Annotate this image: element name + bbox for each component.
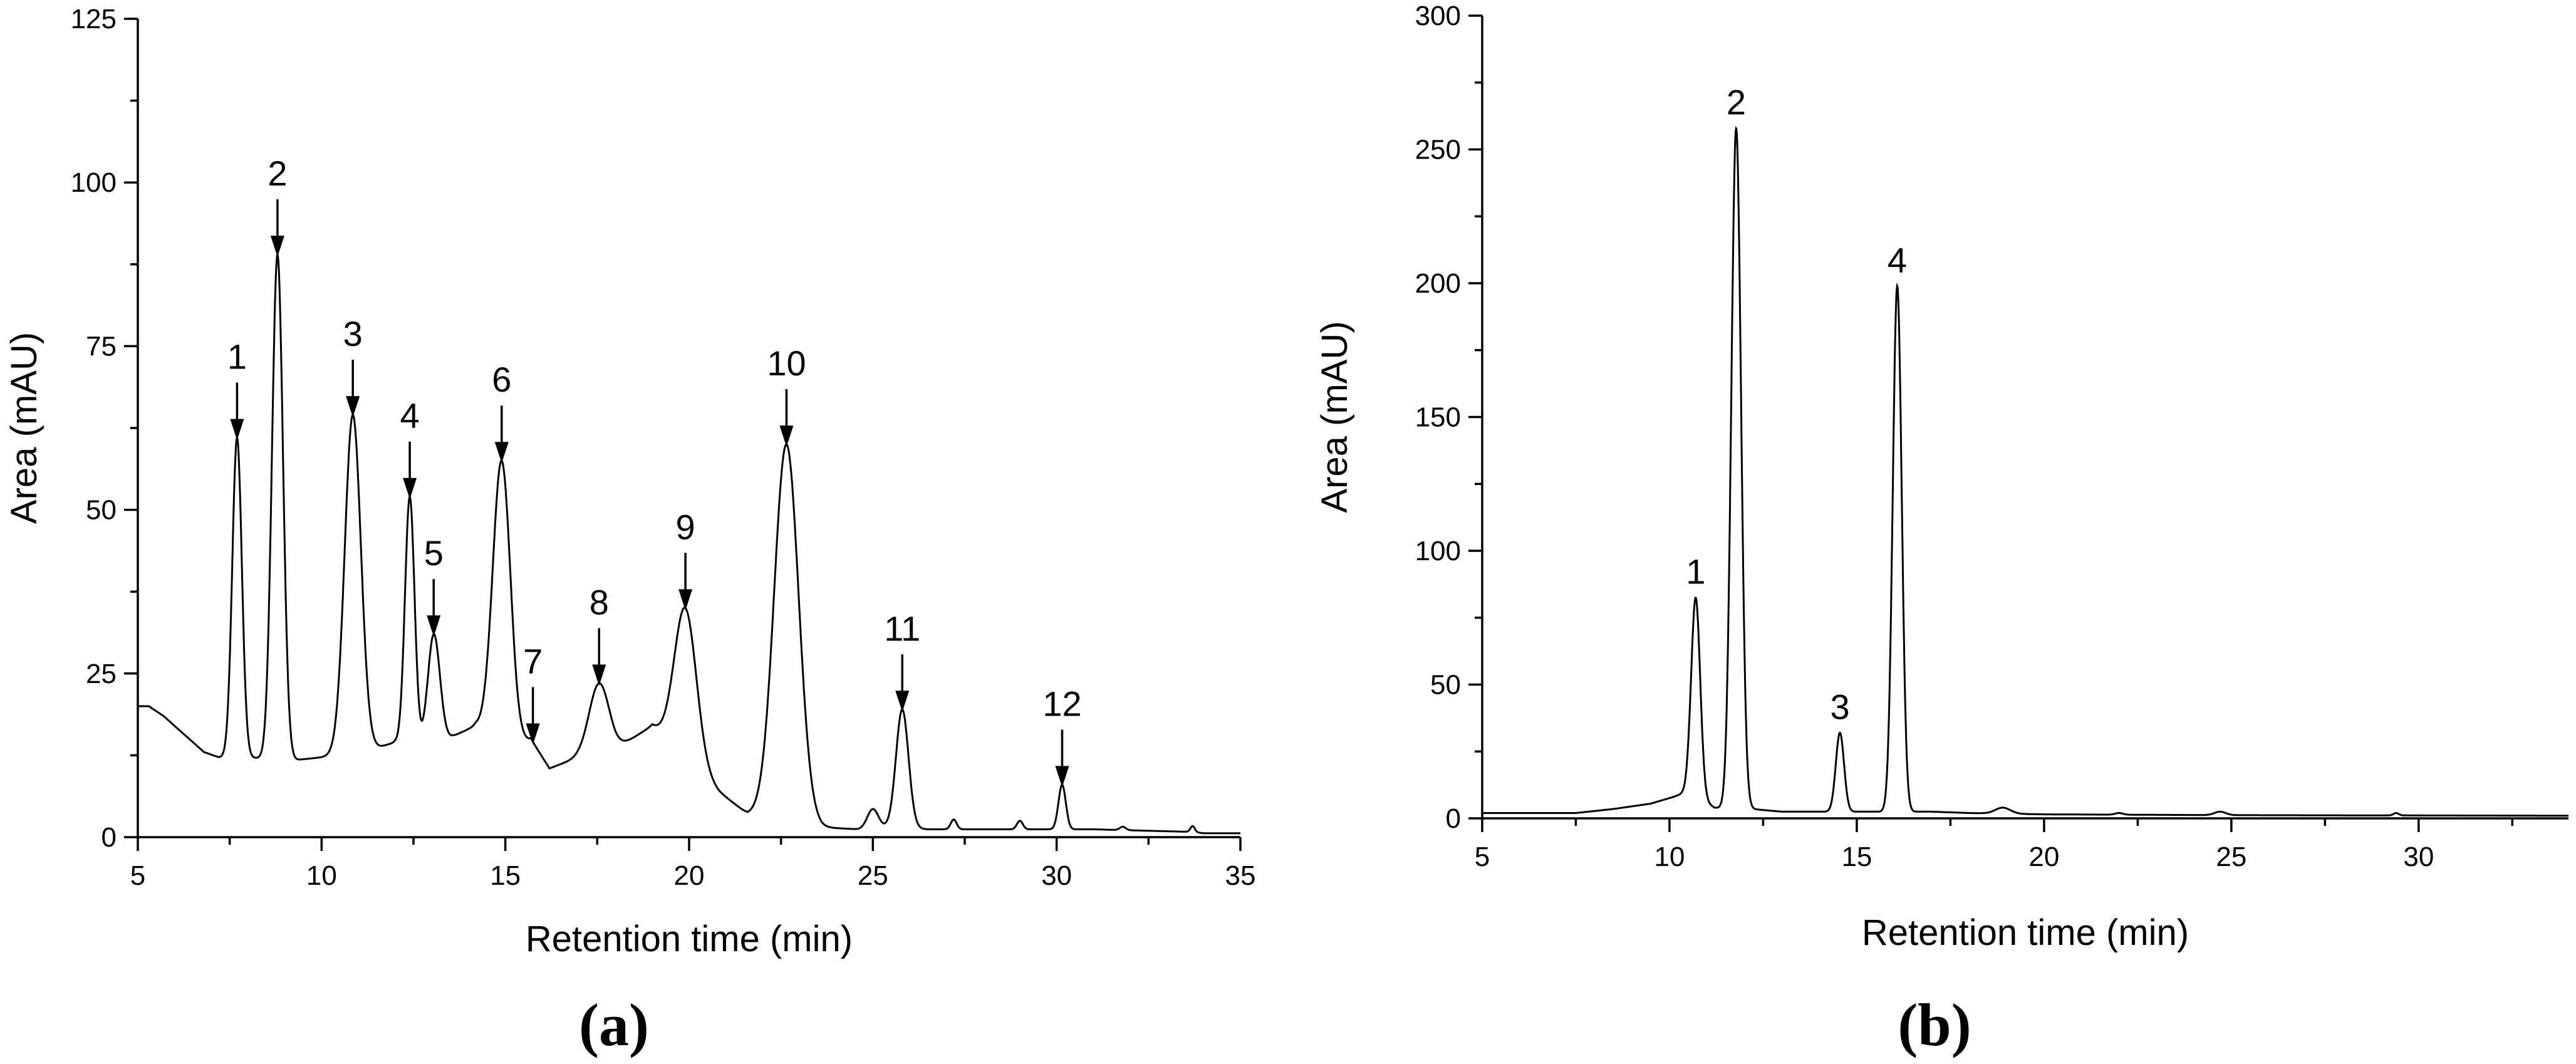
peak-arrow-head [1055,766,1069,788]
y-tick-label: 75 [86,331,117,362]
panel-caption: (a) [579,991,649,1058]
peak-arrow-head [427,615,441,637]
x-tick-label: 10 [1654,842,1685,872]
y-tick-label: 200 [1415,268,1461,299]
peak-label: 5 [424,533,444,573]
peak-label: 3 [343,314,363,353]
y-tick-label: 50 [1430,670,1461,701]
peak-arrow-head [678,589,693,611]
y-tick-label: 25 [86,659,117,689]
peak-label: 3 [1830,687,1849,726]
peak-label: 11 [884,608,920,648]
y-tick-label: 100 [1415,536,1461,566]
peak-label: 10 [767,343,806,383]
y-tick-label: 300 [1415,1,1461,31]
peak-label: 7 [523,642,543,681]
x-tick-label: 30 [2403,842,2434,872]
chromatogram-trace [1482,126,2568,817]
peak-label: 2 [267,154,287,193]
peak-label: 4 [400,396,420,436]
y-tick-label: 125 [71,4,117,34]
y-tick-label: 100 [71,167,117,198]
chart-panel-b: 0 50 100 150 200 250 300 5 10 15 20 25 30 Retention t… [1314,1,2568,1058]
peak-label: 1 [227,337,247,377]
y-tick-label: 250 [1415,135,1461,165]
x-tick-label: 20 [2028,842,2059,872]
x-tick-label: 15 [490,860,521,891]
peak-label: 2 [1727,82,1746,122]
peak-label: 1 [1686,552,1705,592]
peak-arrow-head [346,396,360,418]
y-axis-title: Area (mAU) [1314,321,1355,513]
x-tick-label: 10 [306,860,337,891]
x-axis-title: Retention time (min) [1862,912,2189,953]
x-axis-title: Retention time (min) [526,919,853,959]
y-tick-label: 0 [101,822,117,853]
peak-arrow-head [230,419,244,441]
x-tick-label: 30 [1041,860,1072,891]
x-tick-label: 20 [674,860,705,891]
x-tick-label: 25 [858,860,888,891]
x-tick-label: 5 [1475,842,1490,872]
chromatogram-trace [138,251,1240,835]
peak-arrow-head [403,477,417,499]
peak-label: 6 [492,360,511,399]
peak-arrow-head [592,664,606,686]
peak-label: 9 [676,507,695,546]
peak-arrow-head [526,723,540,745]
peak-arrow-head [494,442,509,464]
peak-label: 8 [589,582,609,622]
y-tick-label: 50 [86,495,117,526]
x-tick-label: 15 [1841,842,1872,872]
x-tick-label: 35 [1225,860,1256,891]
y-tick-label: 0 [1446,803,1461,834]
peak-label: 4 [1888,240,1907,279]
panel-caption: (b) [1898,991,1971,1058]
peak-label: 12 [1042,684,1081,723]
peak-arrow-head [779,425,794,447]
x-tick-label: 5 [130,860,145,891]
y-axis-title: Area (mAU) [4,332,44,524]
x-tick-label: 25 [2216,842,2246,872]
peak-arrow-head [895,691,910,712]
peak-arrow-head [270,236,284,258]
y-tick-label: 150 [1415,402,1461,433]
